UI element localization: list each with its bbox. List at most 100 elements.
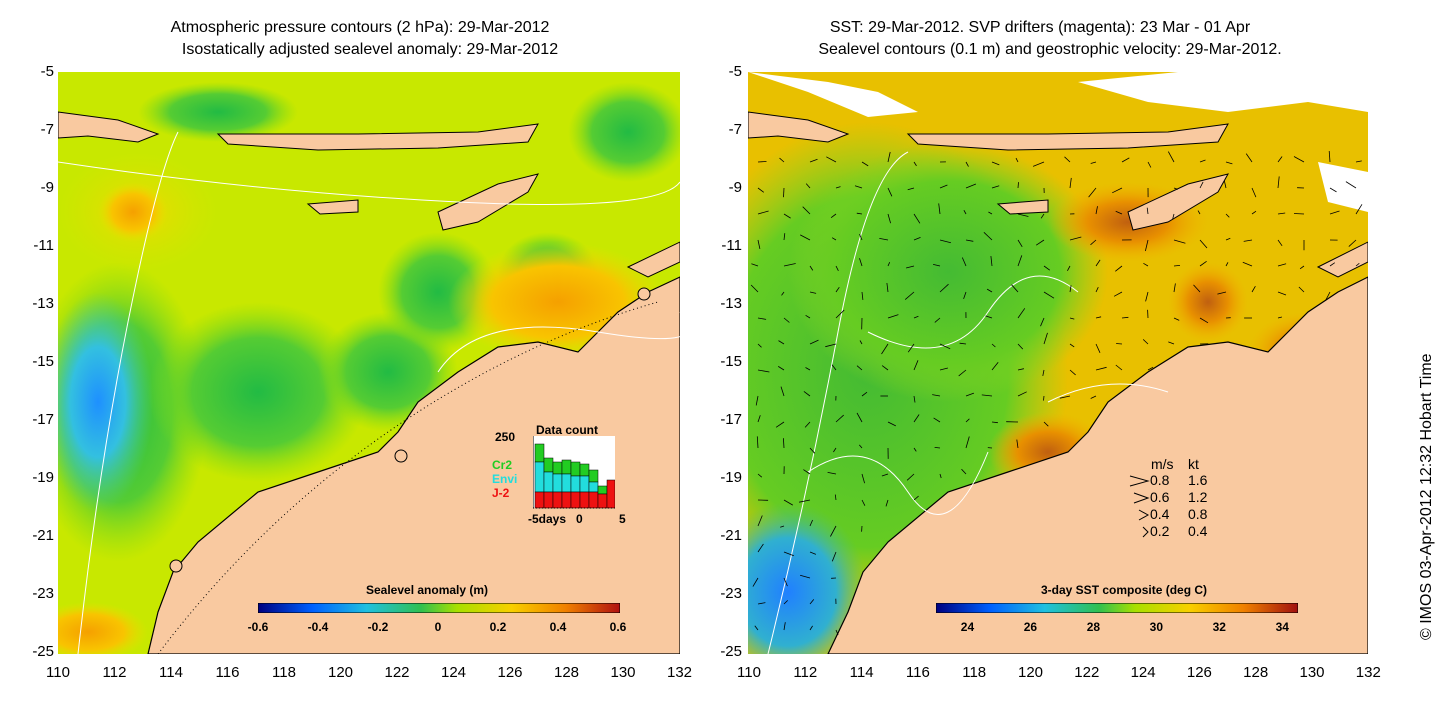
velocity-vector [780,525,785,528]
velocity-vector [934,447,941,449]
velocity-vector [1277,156,1283,163]
vel-header-ms: m/s [1151,456,1174,472]
inset-legend-cr2: Cr2 [492,458,513,472]
velocity-vector [1193,284,1201,293]
sst-map [748,72,1368,654]
left-cbar-tick-3: 0 [434,620,442,634]
velocity-vector [1173,283,1176,293]
velocity-vector [809,291,817,294]
left-ytick-7: -19 [32,469,54,486]
velocity-vector [1069,369,1076,376]
velocity-vector [1043,332,1048,345]
velocity-vector [1251,285,1256,293]
velocity-vector [783,233,786,241]
velocity-vector [1115,364,1123,371]
right-xtick-11: 132 [1355,664,1381,681]
inset-y-max: 250 [495,430,516,444]
velocity-vector [783,600,788,605]
velocity-vector [1173,265,1181,267]
velocity-vector [783,499,794,506]
left-colorbar [258,603,620,613]
velocity-vector [1199,260,1207,267]
velocity-vector [965,183,977,189]
inset-legend-j2: J-2 [492,486,510,500]
velocity-vector [907,187,915,191]
velocity-vector [963,291,967,300]
velocity-vector [961,257,967,267]
velocity-vector [1095,343,1101,353]
vel-kt-2: 0.8 [1188,506,1208,522]
velocity-vector [831,237,837,241]
velocity-vector [856,212,863,215]
velocity-vector [835,286,840,293]
right-xtick-1: 112 [793,664,818,681]
velocity-vector [827,472,837,475]
velocity-vector [913,213,921,224]
velocity-vector [932,394,941,397]
velocity-vector [783,263,796,267]
left-cbar-tick-5: 0.4 [549,620,567,634]
right-ytick-2: -9 [728,179,742,196]
velocity-vector [1293,213,1305,215]
inset-histogram [533,436,615,509]
right-ytick-4: -13 [720,295,742,312]
velocity-vector [755,395,759,406]
velocity-vector [830,213,837,219]
velocity-vector [939,343,951,350]
velocity-vector [913,414,920,423]
velocity-vector [783,187,785,198]
velocity-vector [913,315,919,319]
velocity-vector [1225,213,1230,218]
velocity-vector [835,629,839,636]
velocity-vector [879,238,889,241]
velocity-vector [1016,439,1019,449]
velocity-vector [809,158,818,163]
velocity-vector [913,495,919,501]
velocity-vector [757,602,766,605]
velocity-vector [991,343,996,348]
left-xtick-3: 116 [215,664,240,681]
velocity-vector [1069,317,1075,320]
velocity-vector [859,233,863,241]
velocity-vector [881,343,889,355]
velocity-vector [1199,239,1208,249]
vel-arrow-icon-0 [1129,475,1150,487]
velocity-vector [783,577,788,587]
right-xtick-7: 124 [1130,664,1156,681]
vel-arrow-icon-1 [1133,492,1150,504]
velocity-vector [809,519,813,527]
velocity-vector [809,339,819,345]
right-colorbar [936,603,1298,613]
velocity-vector [958,369,967,377]
velocity-vector [1325,291,1331,301]
right-ytick-5: -15 [720,353,742,370]
velocity-vector [887,187,893,197]
velocity-vector [1146,207,1149,215]
right-ytick-6: -17 [720,411,742,428]
velocity-vector [780,386,785,397]
velocity-vector [1112,187,1123,194]
left-ytick-6: -17 [32,411,54,428]
left-cbar-tick-0: -0.6 [247,620,269,634]
velocity-vector [1069,343,1075,348]
velocity-vector [751,263,759,267]
right-cbar-tick-5: 34 [1275,620,1289,634]
left-ytick-1: -7 [40,121,54,138]
velocity-vector [1251,210,1257,215]
velocity-vector [757,239,761,249]
velocity-vector [959,342,967,345]
velocity-vector [1121,316,1129,319]
velocity-vector [1199,181,1204,189]
velocity-vector [913,360,919,371]
vel-ms-2: 0.4 [1150,506,1170,522]
velocity-vector [934,317,941,323]
vel-arrow-icon-3 [1142,526,1149,538]
left-ytick-9: -23 [32,585,54,602]
left-cbar-tick-6: 0.6 [609,620,627,634]
velocity-vector [835,186,841,189]
velocity-vector [1032,161,1045,167]
velocity-vector [861,161,869,167]
velocity-vector [1059,395,1071,399]
velocity-vector [1121,157,1130,163]
velocity-vector [752,577,759,587]
